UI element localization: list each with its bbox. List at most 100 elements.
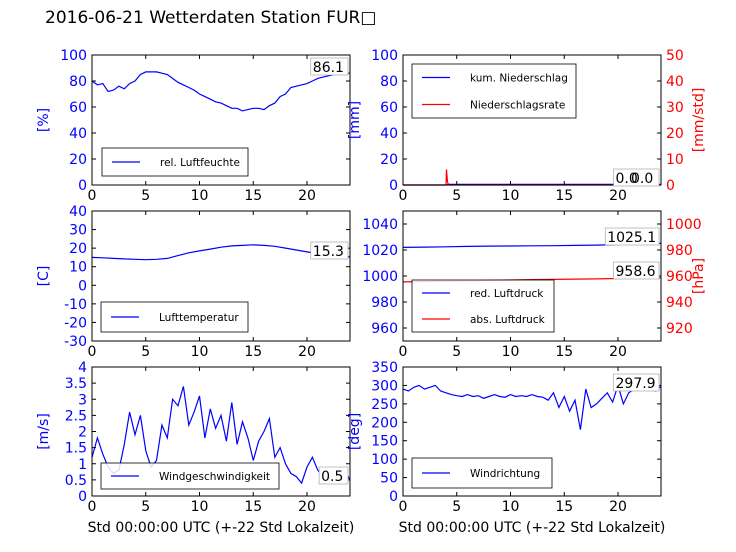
y-tick-label: 0 [78, 489, 87, 505]
y-tick-label: 20 [380, 152, 398, 168]
x-tick-label: 15 [244, 499, 262, 515]
y-tick-label: 100 [60, 48, 87, 64]
legend-label: Windrichtung [470, 468, 540, 480]
current-value-box [604, 227, 660, 246]
y-axis-label: [m/s] [36, 413, 52, 450]
legend-box [411, 457, 553, 489]
figure-title: 2016-06-21 Wetterdaten Station FUR□ [45, 8, 377, 28]
legend-box [411, 63, 577, 119]
y-tick-label: 80 [69, 74, 87, 90]
y-tick-label: 1000 [362, 269, 398, 285]
current-value-right-box [613, 261, 660, 280]
legend-label: rel. Luftfeuchte [160, 157, 240, 169]
current-value: 1025.1 [607, 230, 656, 246]
y-tick-label: 350 [371, 360, 398, 376]
y-tick-label: 2 [78, 425, 87, 441]
legend-label: Windgeschwindigkeit [159, 471, 270, 483]
x-tick-label: 10 [502, 188, 520, 204]
x-tick-label: 5 [452, 344, 461, 360]
panel-4: 0 5 10 15 2000.511.522.533.54[m/s]0.5Windges… [36, 360, 351, 515]
y-axis-label: [%] [36, 108, 52, 132]
y-tick-label: 0 [389, 178, 398, 194]
y-right-tick-label: 20 [666, 126, 684, 142]
x-axis-label: Std 00:00:00 UTC (+-22 Std Lokalzeit) [88, 520, 355, 536]
legend-label: red. Luftdruck [470, 288, 544, 300]
y-tick-label: 20 [69, 241, 87, 257]
current-value-box [613, 168, 660, 187]
y-right-tick-label: 980 [666, 243, 693, 259]
y-right-tick-label: 1000 [666, 217, 702, 233]
y-tick-label: 4 [78, 360, 87, 376]
y-right-tick-label: 940 [666, 295, 693, 311]
y-axis-label: [deg] [347, 413, 363, 450]
x-tick-label: 10 [191, 344, 209, 360]
series-line-0 [91, 71, 350, 112]
current-value: 0.0 [616, 171, 638, 187]
y-tick-label: 150 [371, 434, 398, 450]
x-tick-label: 20 [609, 344, 627, 360]
y-tick-label: -20 [64, 315, 87, 331]
y-axis-label: [C] [36, 266, 52, 287]
y-tick-label: 300 [371, 378, 398, 394]
panel-1: 0 5 10 15 20 0 20 40 60 80 100 0 10 20 30 40 50 [mm] [mm/s… [347, 48, 707, 204]
y-tick-label: 60 [380, 100, 398, 116]
x-tick-label: 15 [555, 188, 573, 204]
x-tick-label: 10 [191, 188, 209, 204]
y-tick-label: 0 [78, 278, 87, 294]
y-tick-label: 200 [371, 415, 398, 431]
x-tick-label: 20 [298, 499, 316, 515]
y-axis-label: [mm] [347, 101, 363, 139]
y-tick-label: 50 [380, 471, 398, 487]
x-tick-label: 20 [298, 344, 316, 360]
y-tick-label: 20 [69, 152, 87, 168]
x-tick-label: 5 [141, 499, 150, 515]
series-line-0 [91, 244, 351, 261]
x-tick-label: 0 [399, 499, 408, 515]
current-value-box [318, 466, 349, 485]
x-tick-label: 0 [88, 188, 97, 204]
y-tick-label: 1040 [362, 217, 398, 233]
panel-0: 0 5 10 15 20 0 20 40 60 80 100 [%] 86.1 rel. Luftfeuc… [36, 48, 351, 204]
axes-frame [91, 54, 351, 186]
y-right-tick-label: 0 [666, 178, 675, 194]
x-tick-label: 5 [141, 344, 150, 360]
axes-frame [402, 54, 662, 186]
current-value-box [310, 57, 349, 76]
x-tick-label: 5 [141, 188, 150, 204]
current-value-right: 958.6 [616, 264, 656, 280]
y-tick-label: 0.5 [65, 473, 87, 489]
x-tick-label: 20 [298, 188, 316, 204]
y-tick-label: 250 [371, 397, 398, 413]
legend-label: Lufttemperatur [159, 312, 239, 324]
y-tick-label: 1.5 [65, 441, 87, 457]
y-tick-label: 1 [78, 457, 87, 473]
panel-3: 0 5 10 15 20 960 980 1000 1020 1040 920 940 960 980 10… [362, 210, 707, 360]
y-tick-label: 3.5 [65, 376, 87, 392]
x-tick-label: 15 [555, 344, 573, 360]
legend-label: Niederschlagsrate [470, 100, 565, 112]
x-tick-label: 5 [452, 499, 461, 515]
current-value: 297.9 [616, 376, 656, 392]
y-right-axis-label: [hPa] [691, 258, 707, 294]
legend-box [411, 279, 555, 333]
y-tick-label: -30 [64, 334, 87, 350]
y-right-tick-label: 960 [666, 269, 693, 285]
x-tick-label: 10 [502, 344, 520, 360]
current-value: 86.1 [313, 60, 344, 76]
y-tick-label: 80 [380, 74, 398, 90]
axes-frame [91, 210, 351, 342]
x-tick-label: 10 [191, 499, 209, 515]
current-value: 0.5 [321, 469, 343, 485]
x-tick-label: 0 [399, 188, 408, 204]
y-tick-label: 40 [380, 126, 398, 142]
y-right-tick-label: 30 [666, 100, 684, 116]
y-tick-label: 1020 [362, 243, 398, 259]
y-right-tick-label: 10 [666, 152, 684, 168]
current-value: 15.3 [313, 244, 344, 260]
panel-2: 0 5 10 15 20 -30 -20 -10 0 10 20 30 40 [C] 15.3 Lufttem… [36, 204, 351, 360]
y-tick-label: 960 [371, 321, 398, 337]
y-right-axis-label: [mm/std] [691, 88, 707, 153]
y-tick-label: 100 [371, 452, 398, 468]
x-axis-label: Std 00:00:00 UTC (+-22 Std Lokalzeit) [399, 520, 666, 536]
